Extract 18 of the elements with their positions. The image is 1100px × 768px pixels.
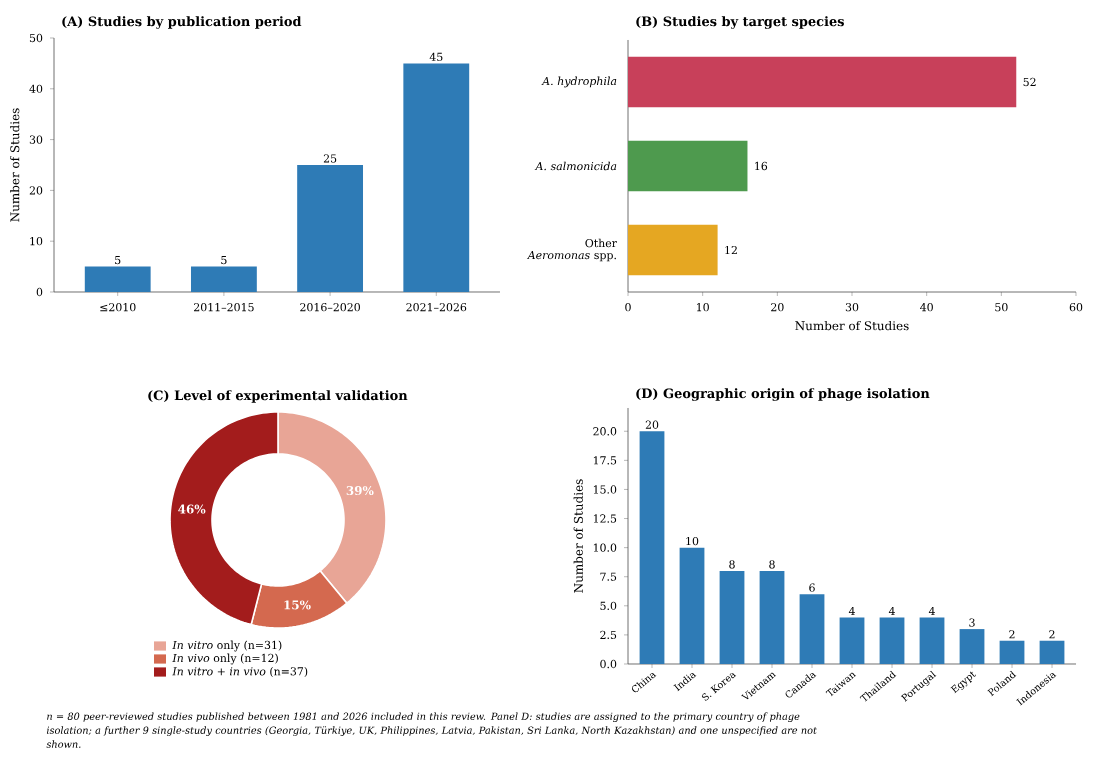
bar	[628, 140, 748, 192]
bar	[759, 570, 785, 664]
bar	[84, 266, 151, 292]
bar	[190, 266, 257, 292]
bar	[719, 570, 745, 664]
bar	[839, 617, 865, 664]
bar	[799, 594, 825, 664]
bar	[297, 165, 364, 292]
bar	[999, 640, 1025, 664]
bar	[959, 629, 985, 664]
bar	[879, 617, 905, 664]
bar	[628, 224, 718, 276]
bar	[628, 56, 1017, 108]
bar	[639, 431, 665, 664]
bar	[679, 547, 705, 664]
bar	[403, 63, 470, 292]
bar	[919, 617, 945, 664]
bar	[1039, 640, 1065, 664]
